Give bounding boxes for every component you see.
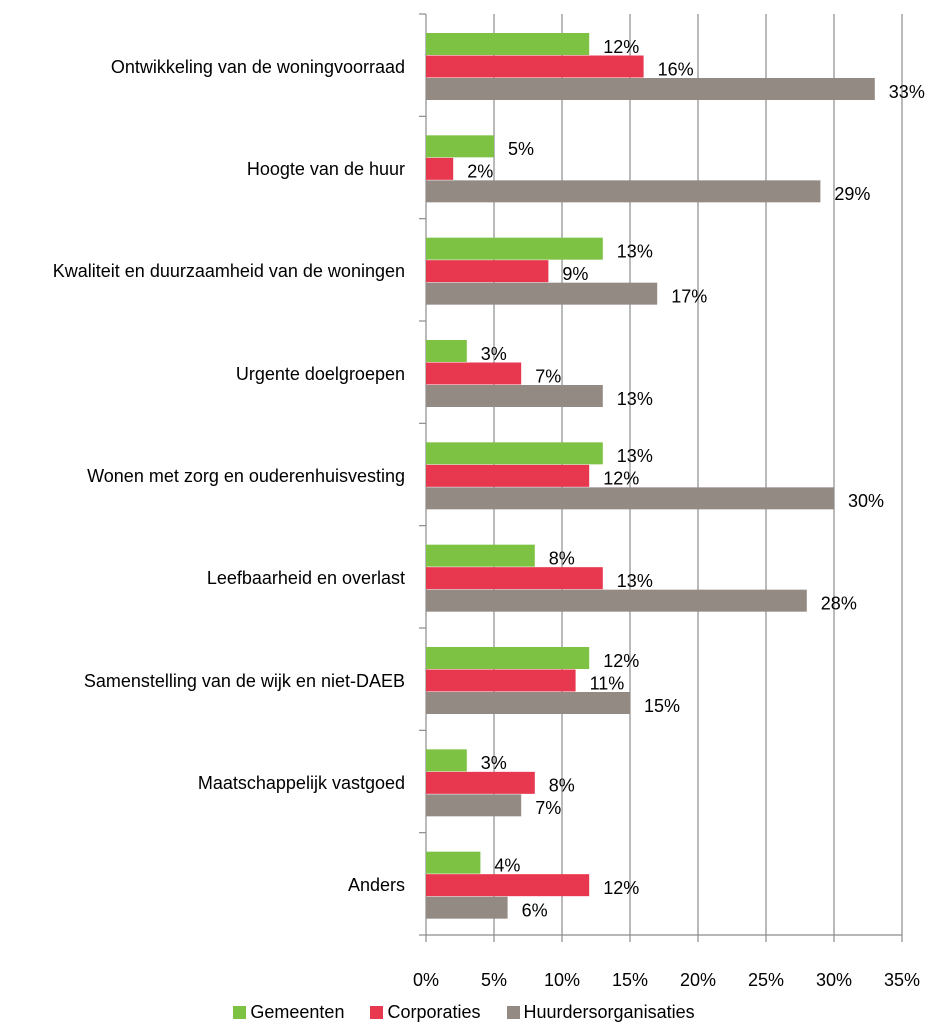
bar <box>426 340 467 362</box>
legend-label: Corporaties <box>387 1002 481 1022</box>
value-label: 13% <box>617 241 653 261</box>
legend-label: Huurdersorganisaties <box>523 1002 695 1022</box>
x-tick-label: 15% <box>612 970 648 990</box>
value-label: 8% <box>549 776 575 796</box>
value-label: 6% <box>522 900 548 920</box>
legend-item: Huurdersorganisaties <box>506 1002 695 1023</box>
category-label: Maatschappelijk vastgoed <box>197 773 405 794</box>
bar <box>426 260 549 283</box>
value-label: 7% <box>535 798 561 818</box>
value-label: 3% <box>481 344 507 364</box>
category-label: Leefbaarheid en overlast <box>206 568 405 589</box>
value-label: 2% <box>467 162 493 182</box>
bar <box>426 442 603 465</box>
value-label: 16% <box>658 59 694 79</box>
value-label: 13% <box>617 571 653 591</box>
category-label: Wonen met zorg en ouderenhuisvesting <box>87 466 405 487</box>
bar <box>426 33 590 55</box>
value-label: 17% <box>671 286 707 306</box>
category-label: Kwaliteit en duurzaamheid van de woninge… <box>52 261 405 282</box>
x-tick-label: 35% <box>884 970 920 990</box>
bar <box>426 567 603 590</box>
value-label: 5% <box>508 139 534 159</box>
bar <box>426 487 834 510</box>
value-label: 3% <box>481 753 507 773</box>
legend-item: Gemeenten <box>233 1002 344 1023</box>
x-tick-label: 25% <box>748 970 784 990</box>
value-label: 33% <box>889 82 925 102</box>
legend-swatch <box>233 1006 247 1019</box>
bar <box>426 157 454 180</box>
legend-item: Corporaties <box>370 1002 481 1023</box>
value-label: 12% <box>603 651 639 671</box>
bar <box>426 669 576 692</box>
bar <box>426 135 494 158</box>
bar <box>426 55 644 78</box>
bar <box>426 874 590 897</box>
x-tick-label: 20% <box>680 970 716 990</box>
value-label: 12% <box>603 469 639 489</box>
x-tick-label: 5% <box>481 970 507 990</box>
bar <box>426 544 535 567</box>
category-label: Ontwikkeling van de woningvoorraad <box>110 56 405 77</box>
legend: Gemeenten Corporaties Huurdersorganisaties <box>0 1002 928 1023</box>
value-label: 4% <box>494 855 520 875</box>
bar <box>426 362 522 385</box>
value-label: 7% <box>535 366 561 386</box>
bar <box>426 589 807 612</box>
x-tick-label: 30% <box>816 970 852 990</box>
value-label: 29% <box>834 184 870 204</box>
bar <box>426 385 603 407</box>
bar <box>426 771 535 794</box>
value-label: 15% <box>644 696 680 716</box>
legend-swatch <box>506 1006 520 1019</box>
x-tick-label: 10% <box>544 970 580 990</box>
bar <box>426 237 603 260</box>
bar <box>426 78 875 100</box>
legend-swatch <box>370 1006 384 1019</box>
value-label: 12% <box>603 37 639 57</box>
bar <box>426 692 630 714</box>
bar <box>426 749 467 772</box>
category-label: Samenstelling van de wijk en niet-DAEB <box>83 670 405 691</box>
value-label: 8% <box>549 548 575 568</box>
bar <box>426 647 590 669</box>
bar <box>426 180 821 203</box>
x-tick-label: 0% <box>413 970 439 990</box>
value-label: 12% <box>603 878 639 898</box>
value-label: 9% <box>562 264 588 284</box>
category-label: Anders <box>347 875 405 896</box>
legend-label: Gemeenten <box>250 1002 345 1022</box>
bar <box>426 851 481 874</box>
value-label: 30% <box>848 491 884 511</box>
value-label: 28% <box>821 593 857 613</box>
value-label: 13% <box>617 389 653 409</box>
bar <box>426 794 522 817</box>
bar <box>426 896 508 919</box>
bar <box>426 282 658 305</box>
value-label: 11% <box>590 673 625 693</box>
value-label: 13% <box>617 446 653 466</box>
category-label: Urgente doelgroepen <box>235 363 405 384</box>
bar <box>426 464 590 487</box>
category-label: Hoogte van de huur <box>246 159 405 180</box>
